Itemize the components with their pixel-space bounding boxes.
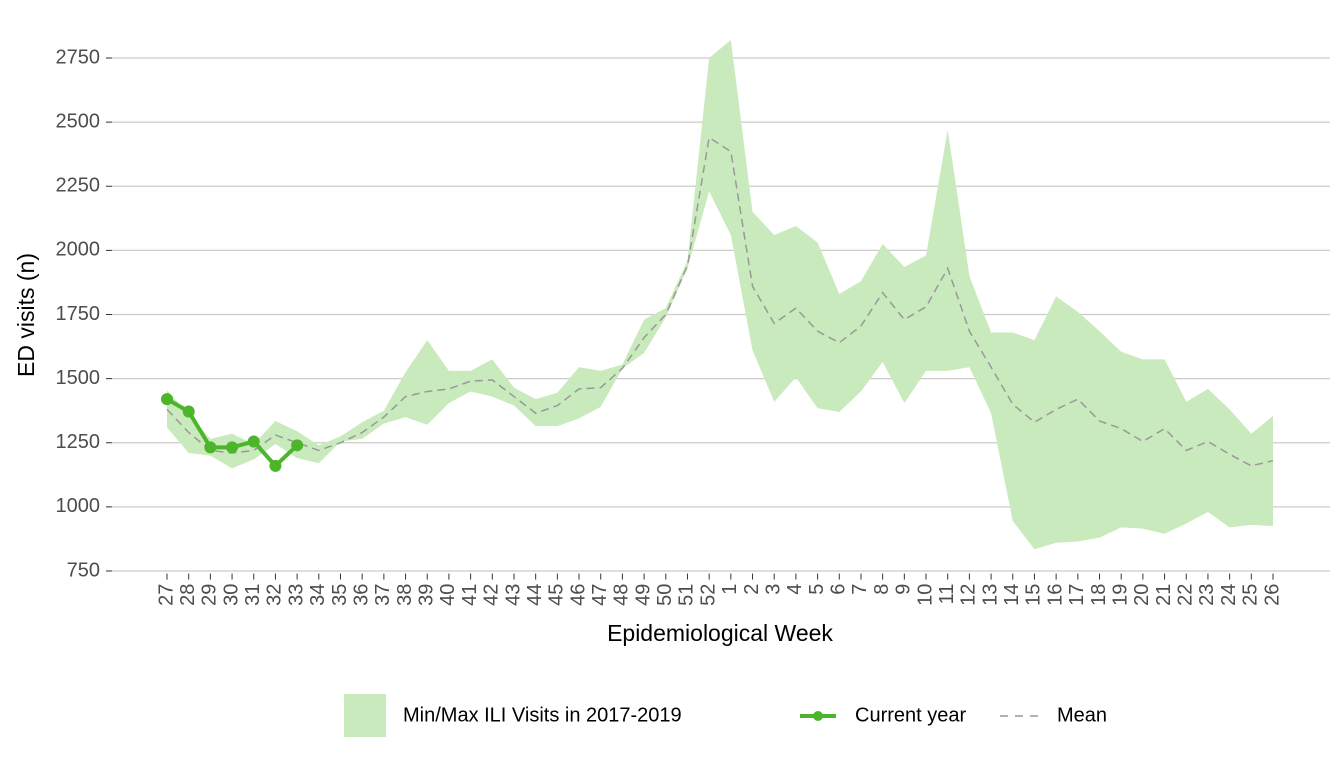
current-point — [269, 459, 282, 472]
x-tick-label: 27 — [155, 584, 177, 606]
legend-label: Min/Max ILI Visits in 2017-2019 — [403, 704, 682, 726]
x-tick-label: 37 — [372, 584, 394, 606]
x-tick-label: 19 — [1109, 584, 1131, 606]
x-tick-label: 46 — [567, 584, 589, 606]
y-axis-title: ED visits (n) — [13, 253, 39, 377]
x-tick-label: 51 — [676, 584, 698, 606]
x-tick-label: 38 — [394, 584, 416, 606]
x-tick-label: 25 — [1240, 584, 1262, 606]
legend-swatch — [344, 694, 386, 737]
x-tick-label: 36 — [350, 584, 372, 606]
y-tick-label: 750 — [67, 559, 100, 581]
range-band — [167, 40, 1273, 550]
y-tick-label: 1000 — [56, 495, 101, 517]
x-tick-label: 9 — [893, 584, 915, 595]
current-point — [182, 405, 195, 418]
x-tick-label: 24 — [1218, 584, 1240, 606]
x-tick-label: 47 — [589, 584, 611, 606]
x-tick-label: 15 — [1023, 584, 1045, 606]
x-tick-label: 28 — [177, 584, 199, 606]
x-tick-label: 3 — [762, 584, 784, 595]
x-tick-label: 26 — [1261, 584, 1283, 606]
x-tick-label: 16 — [1044, 584, 1066, 606]
x-tick-label: 39 — [416, 584, 438, 606]
y-tick-label: 1750 — [56, 303, 101, 325]
current-point — [226, 441, 239, 454]
x-tick-label: 44 — [524, 584, 546, 606]
x-tick-label: 8 — [871, 584, 893, 595]
y-tick-label: 2000 — [56, 239, 101, 261]
x-tick-label: 48 — [611, 584, 633, 606]
x-tick-label: 49 — [632, 584, 654, 606]
current-point — [291, 439, 304, 452]
x-tick-label: 29 — [199, 584, 221, 606]
x-tick-label: 30 — [220, 584, 242, 606]
x-tick-label: 23 — [1196, 584, 1218, 606]
x-tick-label: 50 — [654, 584, 676, 606]
x-tick-label: 2 — [741, 584, 763, 595]
x-tick-label: 43 — [502, 584, 524, 606]
legend-swatch — [813, 711, 823, 721]
x-tick-label: 41 — [459, 584, 481, 606]
x-tick-label: 10 — [914, 584, 936, 606]
x-tick-label: 34 — [307, 584, 329, 606]
x-tick-label: 13 — [979, 584, 1001, 606]
x-axis-title: Epidemiological Week — [607, 620, 833, 646]
x-tick-label: 5 — [806, 584, 828, 595]
x-tick-label: 42 — [481, 584, 503, 606]
x-tick-label: 20 — [1131, 584, 1153, 606]
x-tick-label: 33 — [285, 584, 307, 606]
x-tick-label: 32 — [264, 584, 286, 606]
x-tick-label: 45 — [546, 584, 568, 606]
x-tick-label: 18 — [1088, 584, 1110, 606]
y-tick-label: 1250 — [56, 431, 101, 453]
x-tick-label: 40 — [437, 584, 459, 606]
x-tick-label: 1 — [719, 584, 741, 595]
x-tick-label: 35 — [329, 584, 351, 606]
legend-label: Mean — [1057, 704, 1107, 726]
x-tick-label: 21 — [1153, 584, 1175, 606]
x-tick-label: 14 — [1001, 584, 1023, 606]
y-tick-label: 2500 — [56, 110, 101, 132]
x-tick-label: 12 — [958, 584, 980, 606]
x-tick-label: 52 — [697, 584, 719, 606]
x-tick-label: 6 — [828, 584, 850, 595]
current-point — [247, 435, 260, 448]
x-tick-label: 11 — [936, 584, 958, 605]
current-point — [204, 441, 217, 454]
y-tick-label: 2750 — [56, 46, 101, 68]
y-tick-label: 1500 — [56, 367, 101, 389]
legend-label: Current year — [855, 704, 966, 726]
x-tick-label: 4 — [784, 584, 806, 595]
mean-line — [166, 136, 1274, 467]
x-tick-label: 31 — [242, 584, 264, 606]
current-point — [161, 393, 173, 406]
x-tick-label: 22 — [1175, 584, 1197, 606]
x-tick-label: 17 — [1066, 584, 1088, 606]
x-tick-label: 7 — [849, 584, 871, 595]
y-tick-label: 2250 — [56, 175, 101, 197]
